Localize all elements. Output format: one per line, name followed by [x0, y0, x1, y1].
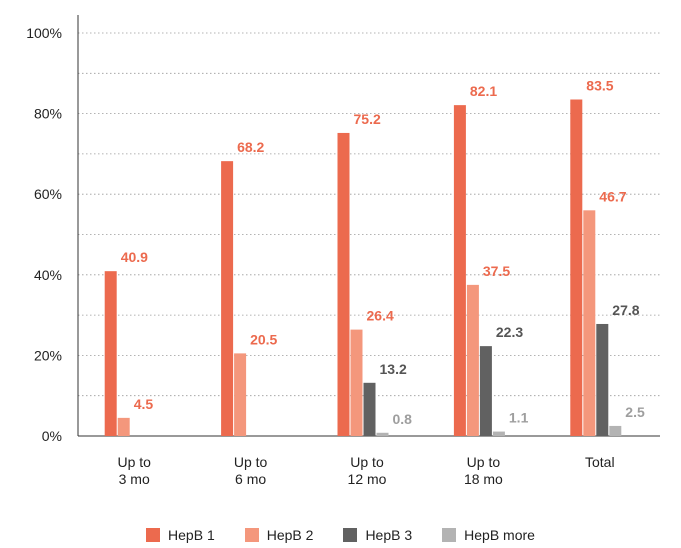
bar-chart: 0% 20% 40% 60% 80% 100% 40.9 4.5 68.2 20.5 75.2 26… [0, 0, 681, 520]
bar-hepb-3 [364, 383, 376, 436]
data-label: 46.7 [599, 188, 626, 204]
legend-swatch [245, 528, 259, 542]
y-tick-label: 100% [26, 25, 62, 41]
legend-label: HepB 1 [168, 527, 215, 543]
bar-hepb-1 [570, 99, 582, 436]
bar-hepb-1 [105, 271, 117, 436]
data-label: 1.1 [509, 410, 529, 426]
bars [105, 99, 622, 436]
category-label: Up to 12 mo [348, 454, 387, 487]
data-label: 68.2 [237, 139, 264, 155]
bar-hepb-2 [583, 210, 595, 436]
data-label: 26.4 [367, 308, 394, 324]
bar-hepb-more [377, 433, 389, 436]
legend-item: HepB more [442, 522, 535, 548]
data-label: 75.2 [354, 111, 381, 127]
data-label: 82.1 [470, 83, 497, 99]
y-tick-label: 40% [34, 267, 62, 283]
legend-label: HepB more [464, 527, 535, 543]
data-label: 0.8 [393, 411, 413, 427]
category-label: Up to 3 mo [117, 454, 151, 487]
bar-hepb-2 [234, 353, 246, 436]
data-label: 27.8 [612, 302, 639, 318]
legend-swatch [442, 528, 456, 542]
data-labels: 40.9 4.5 68.2 20.5 75.2 26.4 13.2 0.8 82.1 37.5 22… [121, 77, 645, 426]
legend-item: HepB 1 [146, 522, 215, 548]
data-label: 40.9 [121, 249, 148, 265]
y-tick-labels: 0% 20% 40% 60% 80% 100% [26, 25, 62, 444]
data-label: 2.5 [625, 404, 645, 420]
legend-swatch [146, 528, 160, 542]
legend: HepB 1 HepB 2 HepB 3 HepB more [0, 522, 681, 548]
y-tick-label: 80% [34, 106, 62, 122]
y-tick-label: 60% [34, 186, 62, 202]
category-label: Up to 6 mo [234, 454, 268, 487]
data-label: 20.5 [250, 331, 277, 347]
bar-hepb-2 [118, 418, 130, 436]
bar-hepb-1 [454, 105, 466, 436]
bar-hepb-3 [596, 324, 608, 436]
category-labels: Up to 3 mo Up to 6 mo Up to 12 mo Up to 18 mo To… [117, 454, 614, 487]
legend-label: HepB 2 [267, 527, 314, 543]
bar-hepb-more [493, 432, 505, 436]
y-tick-label: 0% [42, 428, 62, 444]
legend-swatch [343, 528, 357, 542]
data-label: 22.3 [496, 324, 523, 340]
y-tick-label: 20% [34, 347, 62, 363]
legend-item: HepB 2 [245, 522, 314, 548]
category-label: Total [585, 454, 615, 470]
bar-hepb-3 [480, 346, 492, 436]
data-label: 4.5 [134, 396, 154, 412]
bar-hepb-2 [351, 330, 363, 436]
category-label: Up to 18 mo [464, 454, 503, 487]
data-label: 13.2 [380, 361, 407, 377]
data-label: 37.5 [483, 263, 510, 279]
legend-item: HepB 3 [343, 522, 412, 548]
bar-hepb-1 [338, 133, 350, 436]
bar-hepb-more [609, 426, 621, 436]
bar-hepb-2 [467, 285, 479, 436]
legend-label: HepB 3 [365, 527, 412, 543]
bar-hepb-1 [221, 161, 233, 436]
data-label: 83.5 [586, 77, 613, 93]
